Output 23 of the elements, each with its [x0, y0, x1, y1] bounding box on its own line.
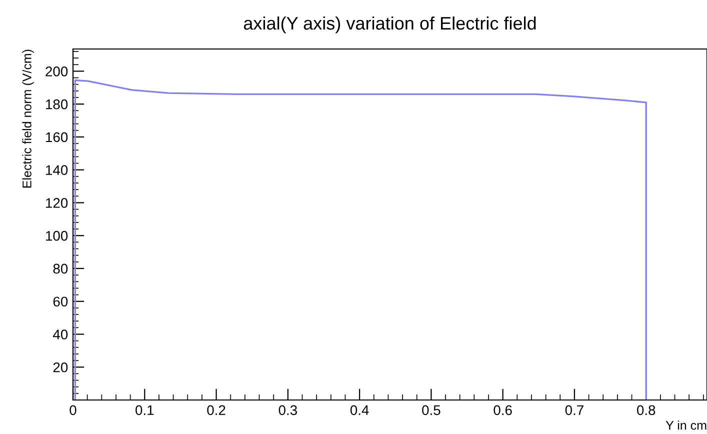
x-tick-label: 0.2 — [207, 405, 226, 416]
x-tick-label: 0.1 — [136, 405, 154, 416]
y-tick-label: 180 — [46, 99, 68, 110]
x-tick-label: 0.5 — [422, 405, 440, 416]
y-tick-label: 80 — [53, 264, 68, 274]
line-series — [74, 79, 647, 400]
x-tick-label: 0.6 — [494, 405, 512, 416]
x-axis-title: Y in cm — [666, 420, 706, 430]
y-tick-label: 20 — [53, 362, 68, 372]
y-tick-label: 60 — [53, 296, 68, 307]
y-axis-title: Electric field norm (V/cm) — [22, 50, 34, 188]
x-tick-label: 0.7 — [565, 405, 584, 416]
x-tick-label: 0.8 — [636, 405, 656, 416]
y-tick-label: 160 — [46, 132, 68, 142]
y-tick-label: 140 — [46, 165, 68, 176]
y-tick-label: 100 — [46, 230, 68, 241]
y-tick-label: 120 — [46, 198, 68, 208]
x-tick-label: 0 — [70, 405, 76, 416]
x-tick-label: 0.3 — [278, 405, 297, 416]
x-tick-label: 0.4 — [350, 405, 369, 416]
y-tick-label: 200 — [46, 66, 68, 76]
y-tick-label: 40 — [53, 330, 68, 340]
chart-title: axial(Y axis) variation of Electric field — [244, 16, 536, 34]
